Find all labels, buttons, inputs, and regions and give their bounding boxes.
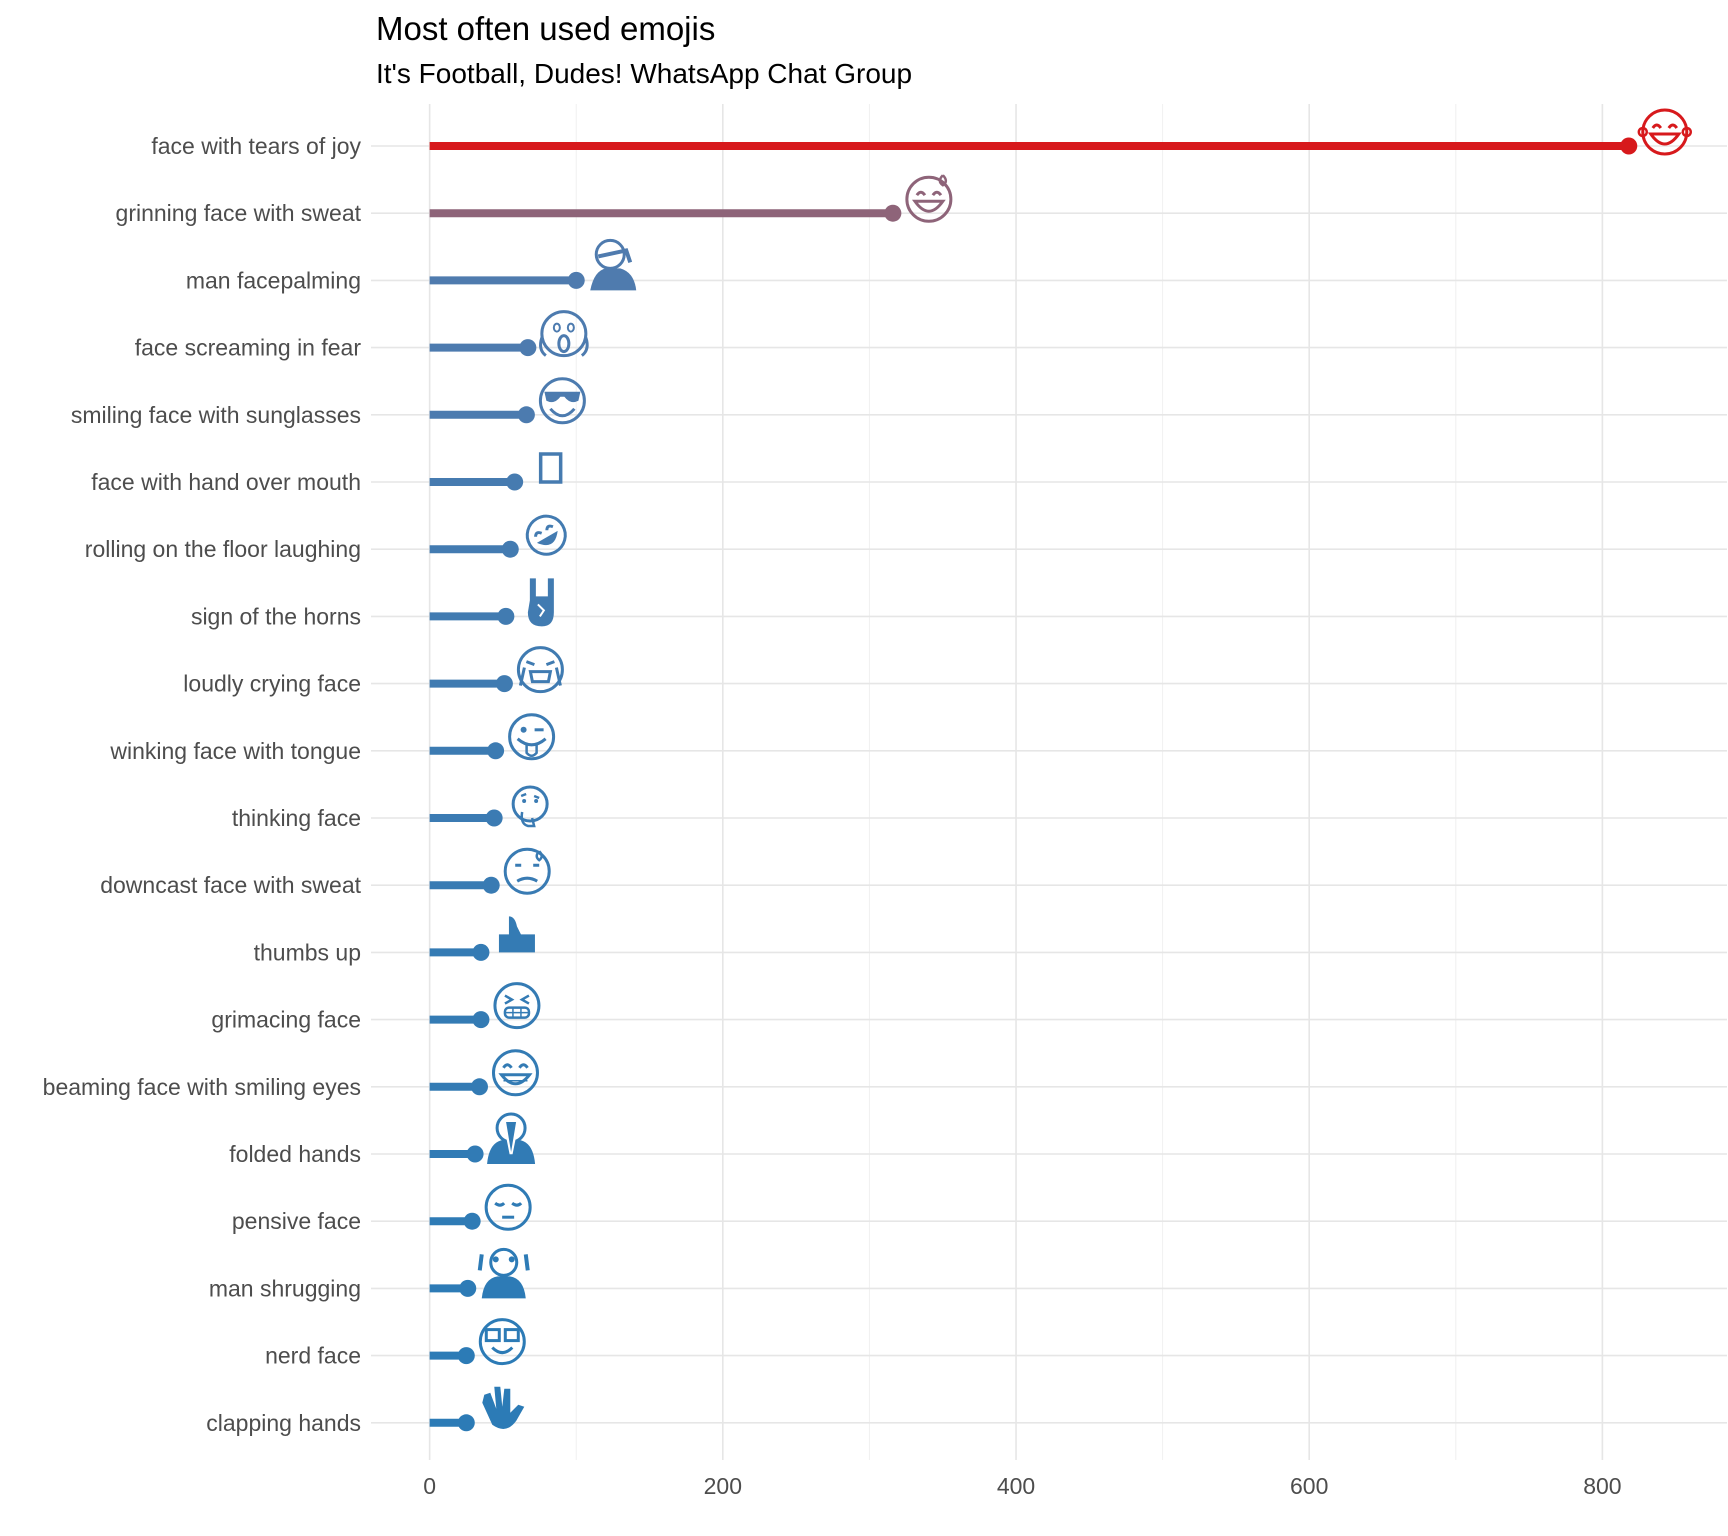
lollipop-point — [506, 473, 524, 491]
lollipop-point — [1620, 137, 1638, 155]
x-tick-label: 800 — [1583, 1473, 1621, 1499]
category-labels: face with tears of joy grinning face with… — [43, 133, 362, 1436]
winking-face-with-tongue-icon — [508, 713, 556, 761]
category-label: loudly crying face — [183, 671, 361, 697]
grid-lines — [371, 104, 1727, 1460]
thinking-face-icon — [511, 785, 549, 828]
category-label: face screaming in fear — [135, 335, 362, 361]
man-facepalming-icon — [590, 238, 637, 291]
face-screaming-in-fear-icon — [539, 310, 589, 358]
lollipop-point — [487, 742, 505, 760]
lollipop-point — [517, 406, 535, 424]
x-tick-label: 600 — [1290, 1473, 1328, 1499]
lollipop-point — [497, 607, 515, 625]
lollipop-point — [459, 1279, 477, 1297]
lollipop-point — [466, 1145, 484, 1163]
x-tick-label: 400 — [997, 1473, 1035, 1499]
chart-title: Most often used emojis — [376, 10, 716, 47]
chart-subtitle: It's Football, Dudes! WhatsApp Chat Grou… — [376, 58, 913, 89]
lollipop-point — [482, 876, 500, 894]
folded-hands-icon — [487, 1112, 536, 1164]
lollipop-point — [501, 540, 519, 558]
category-label: sign of the horns — [191, 603, 361, 629]
lollipop-point — [457, 1414, 475, 1432]
sign-of-the-horns-icon — [527, 578, 554, 627]
category-label: face with tears of joy — [151, 133, 361, 159]
category-label: pensive face — [232, 1208, 361, 1234]
beaming-face-with-smiling-eyes-icon — [491, 1049, 539, 1097]
category-label: folded hands — [229, 1141, 361, 1167]
face-with-hand-over-mouth-icon — [538, 452, 563, 484]
category-label: beaming face with smiling eyes — [43, 1074, 361, 1100]
clapping-hands-icon — [482, 1386, 525, 1429]
rolling-on-the-floor-laughing-icon — [525, 514, 567, 556]
category-label: grimacing face — [211, 1007, 361, 1033]
lollipop-point — [884, 204, 902, 222]
category-label: smiling face with sunglasses — [71, 402, 361, 428]
category-label: downcast face with sweat — [100, 872, 361, 898]
category-label: clapping hands — [206, 1410, 361, 1436]
x-tick-label: 200 — [704, 1473, 742, 1499]
loudly-crying-face-icon — [516, 646, 564, 694]
lollipop-point — [485, 809, 503, 827]
category-label: man shrugging — [209, 1275, 361, 1301]
face-with-tears-of-joy-icon — [1637, 108, 1693, 156]
category-label: face with hand over mouth — [91, 469, 361, 495]
category-label: winking face with tongue — [109, 738, 361, 764]
chart-marks — [429, 108, 1693, 1432]
x-tick-labels: 0 200 400 600 800 — [423, 1473, 1621, 1499]
lollipop-point — [495, 675, 513, 693]
nerd-face-icon — [478, 1318, 526, 1366]
grimacing-face-icon — [493, 982, 541, 1030]
lollipop-point — [519, 339, 537, 357]
category-label: man facepalming — [186, 267, 361, 293]
pensive-face-icon — [484, 1183, 532, 1231]
category-label: grinning face with sweat — [116, 200, 362, 226]
lollipop-point — [472, 1011, 490, 1029]
category-label: thinking face — [232, 805, 361, 831]
lollipop-point — [470, 1078, 488, 1096]
x-tick-label: 0 — [423, 1473, 436, 1499]
category-label: thumbs up — [254, 939, 361, 965]
category-label: nerd face — [265, 1343, 361, 1369]
lollipop-point — [567, 271, 585, 289]
lollipop-point — [472, 943, 490, 961]
grinning-face-with-sweat-icon — [905, 174, 953, 223]
downcast-face-with-sweat-icon — [503, 847, 551, 895]
thumbs-up-icon — [498, 916, 535, 953]
lollipop-point — [457, 1347, 475, 1365]
man-shrugging-icon — [477, 1247, 530, 1299]
lollipop-point — [463, 1212, 481, 1230]
category-label: rolling on the floor laughing — [85, 536, 361, 562]
smiling-face-with-sunglasses-icon — [538, 377, 586, 425]
